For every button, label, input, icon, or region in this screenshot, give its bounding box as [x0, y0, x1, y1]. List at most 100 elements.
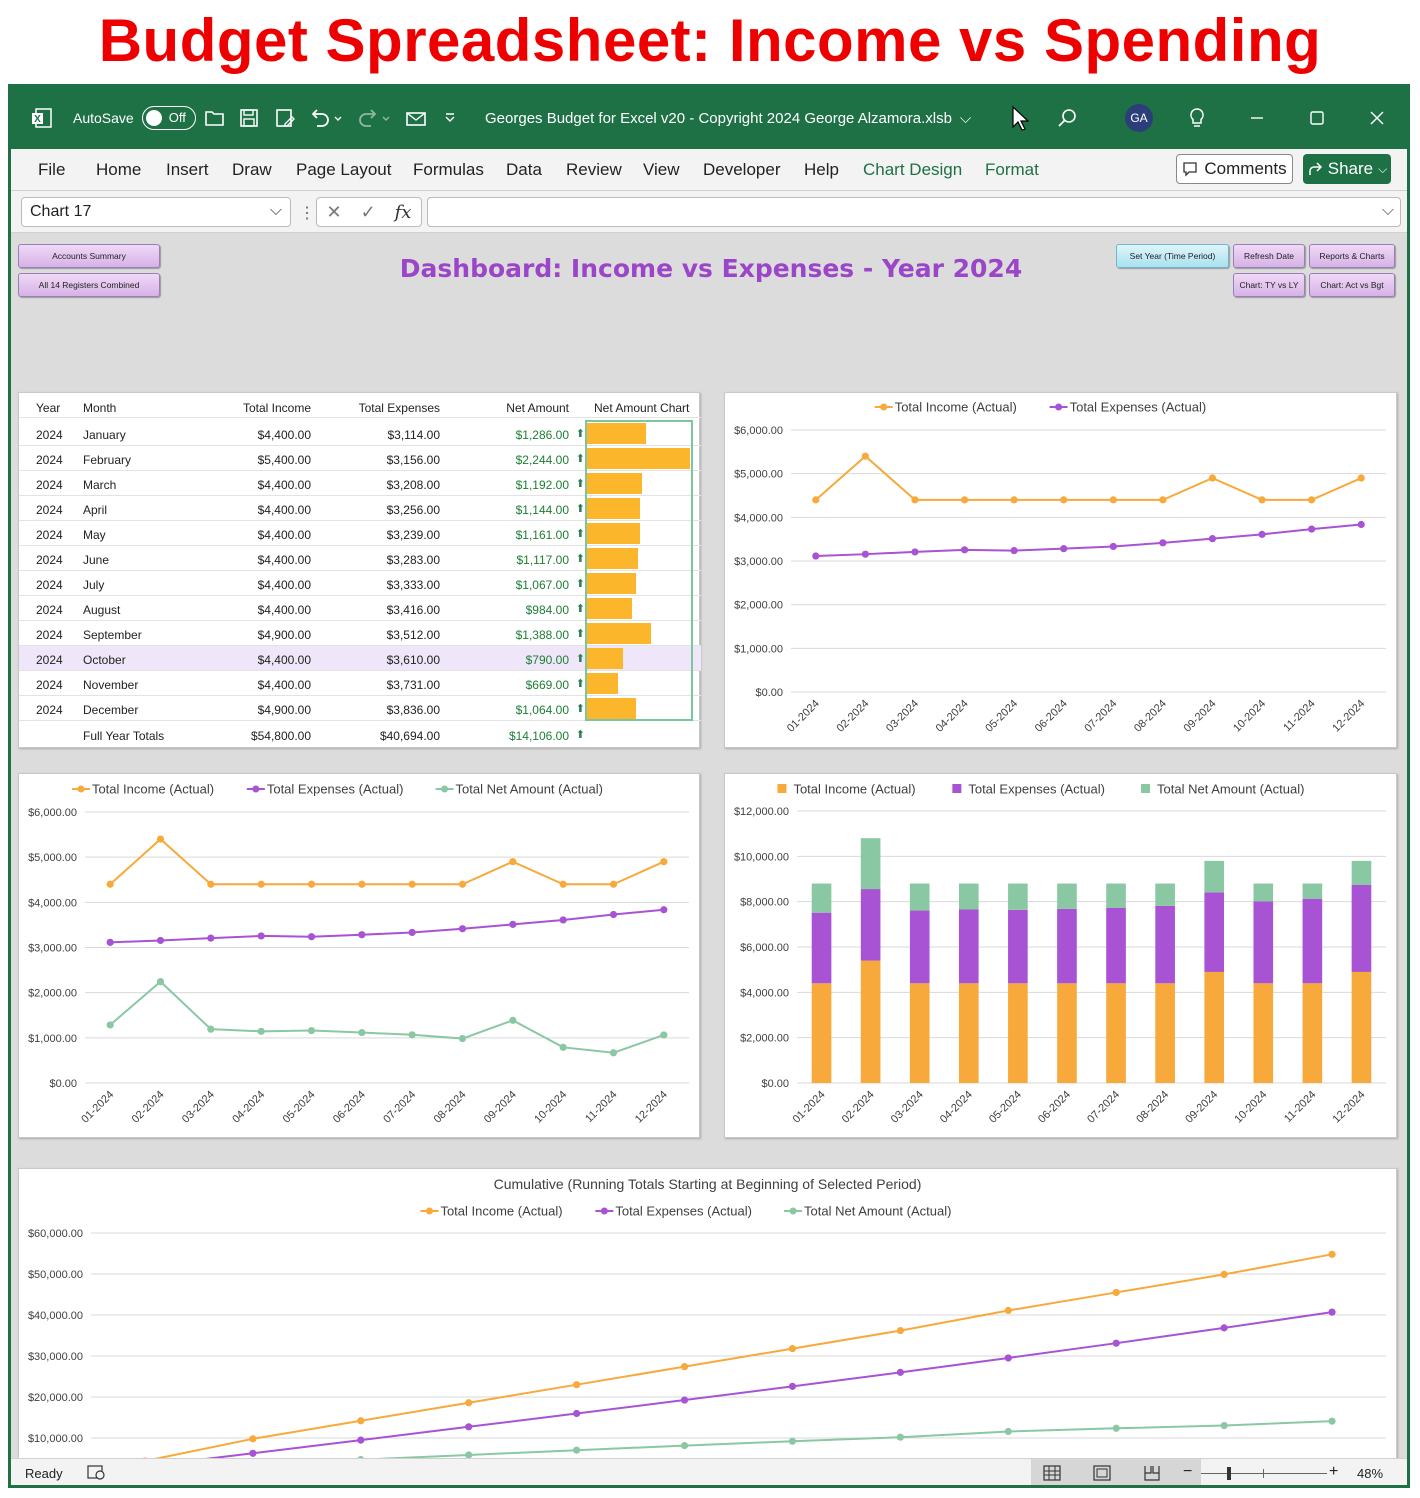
chart-stacked-columns[interactable]: Total Income (Actual) Total Expenses (Act… [724, 773, 1397, 1138]
cell-income: $4,400.00 [257, 603, 311, 617]
tab-draw[interactable]: Draw [232, 160, 272, 179]
tab-review[interactable]: Review [566, 160, 622, 179]
zoom-out-button[interactable]: − [1183, 1463, 1193, 1480]
minimize-icon[interactable] [1249, 87, 1265, 149]
y-tick-label: $6,000.00 [734, 425, 783, 437]
avatar[interactable]: GA [1125, 104, 1153, 132]
registers-combined-button[interactable]: All 14 Registers Combined [18, 273, 160, 297]
data-point [257, 932, 265, 940]
lightbulb-icon[interactable] [1189, 87, 1205, 149]
zoom-in-button[interactable]: + [1329, 1463, 1339, 1480]
set-year-button[interactable]: Set Year (Time Period) [1116, 244, 1229, 268]
zoom-slider-thumb[interactable] [1227, 1467, 1231, 1480]
tab-file[interactable]: File [38, 160, 66, 179]
chart-income-expenses-net[interactable]: Total Income (Actual) Total Expenses (Act… [18, 773, 700, 1138]
chevron-down-icon[interactable]: ⌵ [959, 109, 972, 127]
cell-month: November [83, 678, 139, 692]
table-row[interactable]: 2024 June $4,400.00 $3,283.00 $1,117.00 ⬆ [19, 546, 701, 571]
chart-income-expenses[interactable]: Total Income (Actual) Total Expenses (Act… [724, 392, 1397, 748]
tab-help[interactable]: Help [804, 160, 839, 179]
redo-icon[interactable] [357, 87, 391, 149]
tab-format[interactable]: Format [985, 160, 1039, 179]
tab-chart-design[interactable]: Chart Design [863, 160, 963, 179]
tab-developer[interactable]: Developer [703, 160, 781, 179]
up-arrow-icon: ⬆ [575, 478, 585, 490]
status-ready: Ready [25, 1466, 63, 1481]
tab-page-layout[interactable]: Page Layout [296, 160, 392, 179]
formula-input[interactable]: ⌵ [427, 197, 1401, 227]
x-tick-label: 12-2024 [1331, 1089, 1368, 1126]
table-row[interactable]: 2024 October $4,400.00 $3,610.00 $790.00 ⬆ [19, 646, 701, 671]
y-tick-label: $5,000.00 [28, 852, 77, 864]
share-button[interactable]: Share ⌵ [1303, 154, 1391, 184]
chart-act-bgt-button[interactable]: Chart: Act vs Bgt [1309, 273, 1395, 297]
status-bar: Ready − + 48% [11, 1458, 1407, 1485]
save-icon[interactable] [239, 87, 259, 149]
y-tick-label: $10,000.00 [28, 1433, 83, 1445]
x-tick-label: 07-2024 [381, 1089, 418, 1126]
comments-button[interactable]: Comments [1176, 154, 1293, 184]
tab-home[interactable]: Home [96, 160, 142, 179]
table-row[interactable]: 2024 January $4,400.00 $3,114.00 $1,286.00 ⬆ [19, 421, 701, 446]
data-point [458, 880, 467, 888]
accessibility-icon[interactable] [87, 1464, 105, 1483]
reports-charts-button[interactable]: Reports & Charts [1309, 244, 1395, 268]
accounts-summary-button[interactable]: Accounts Summary [18, 244, 160, 268]
insert-function-icon[interactable]: fx [394, 201, 412, 223]
tab-formulas[interactable]: Formulas [413, 160, 484, 179]
x-tick-label: 01-2024 [791, 1089, 828, 1126]
tab-view[interactable]: View [643, 160, 680, 179]
cell-month: April [83, 503, 108, 517]
open-folder-icon[interactable] [205, 87, 225, 149]
cell-expenses: $3,512.00 [386, 628, 440, 642]
save-as-icon[interactable] [275, 87, 295, 149]
mail-icon[interactable] [405, 87, 427, 149]
cell-year: 2024 [36, 553, 63, 567]
up-arrow-icon: ⬆ [575, 578, 585, 590]
data-point [307, 1026, 316, 1035]
chart-ty-ly-button[interactable]: Chart: TY vs LY [1233, 273, 1305, 297]
search-icon[interactable] [1057, 87, 1077, 149]
page-break-view-icon[interactable] [1143, 1464, 1161, 1485]
bar-segment [1253, 901, 1274, 984]
bar-segment [811, 912, 832, 984]
refresh-date-button[interactable]: Refresh Date [1233, 244, 1305, 268]
bar-segment [1155, 983, 1175, 1083]
bar-segment [1057, 908, 1077, 984]
legend-swatch [1141, 784, 1151, 793]
data-point [358, 1028, 366, 1037]
autosave-toggle[interactable]: Off [141, 106, 196, 130]
table-row[interactable]: 2024 August $4,400.00 $3,416.00 $984.00 ⬆ [19, 596, 701, 621]
net-amount-bar [587, 548, 639, 569]
data-point [1357, 520, 1365, 529]
normal-view-icon[interactable] [1043, 1464, 1061, 1485]
undo-icon[interactable] [309, 87, 343, 149]
customize-toolbar-icon[interactable] [443, 87, 457, 149]
table-row[interactable]: 2024 April $4,400.00 $3,256.00 $1,144.00 ⬆ [19, 496, 701, 521]
cancel-icon[interactable]: ✕ [326, 201, 342, 222]
expand-formula-icon[interactable]: ⌵ [1381, 202, 1394, 219]
name-box[interactable]: Chart 17 ⌵ [21, 197, 291, 227]
table-row[interactable]: 2024 September $4,900.00 $3,512.00 $1,388.00… [19, 621, 701, 646]
chart-svg: Cumulative (Running Totals Starting at B… [28, 1176, 1386, 1485]
zoom-level[interactable]: 48% [1357, 1466, 1384, 1481]
tab-data[interactable]: Data [506, 160, 542, 179]
page-layout-view-icon[interactable] [1093, 1464, 1111, 1485]
x-tick-label: 12-2024 [633, 1089, 670, 1126]
table-row[interactable]: 2024 February $5,400.00 $3,156.00 $2,244.00 ⬆ [19, 446, 701, 471]
table-row[interactable]: 2024 November $4,400.00 $3,731.00 $669.00 ⬆ [19, 671, 701, 696]
table-row[interactable]: 2024 March $4,400.00 $3,208.00 $1,192.00 ⬆ [19, 471, 701, 496]
table-row[interactable]: 2024 July $4,400.00 $3,333.00 $1,067.00 ⬆ [19, 571, 701, 596]
more-options-icon[interactable]: ⋮ [299, 205, 315, 222]
tab-insert[interactable]: Insert [166, 160, 209, 179]
data-point [573, 1381, 581, 1389]
check-icon[interactable]: ✓ [360, 201, 376, 222]
table-row[interactable]: 2024 May $4,400.00 $3,239.00 $1,161.00 ⬆ [19, 521, 701, 546]
zoom-slider[interactable] [1201, 1473, 1327, 1474]
maximize-icon[interactable] [1309, 87, 1325, 149]
table-row[interactable]: 2024 December $4,900.00 $3,836.00 $1,064.00 ⬆ [19, 696, 701, 721]
close-icon[interactable] [1369, 87, 1385, 149]
cell-income: $4,400.00 [257, 653, 311, 667]
chart-cumulative[interactable]: Cumulative (Running Totals Starting at B… [18, 1168, 1397, 1485]
chevron-down-icon[interactable]: ⌵ [269, 202, 282, 219]
